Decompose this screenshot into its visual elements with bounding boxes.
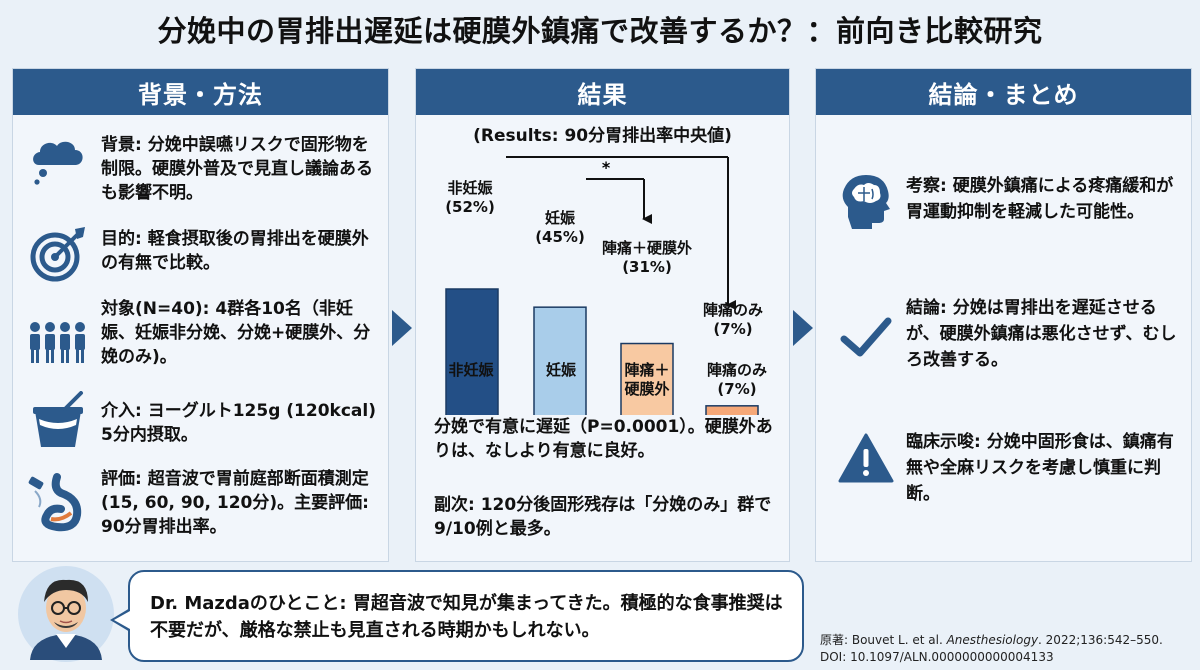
category-label: 非妊娠 [448,361,494,379]
thought-cloud-icon [33,141,83,185]
category-label: 陣痛＋ 硬膜外 [624,361,670,398]
bar-label-value: (7%) [713,320,753,338]
bar-label-value: (52%) [445,198,495,216]
bar-2 [533,306,587,415]
results-bar-chart: * [445,156,759,415]
category-label: 陣痛のみ (7%) [706,361,767,398]
objective-text: 目的: 軽食摂取後の胃排出を硬膜外の有無で比較。 [101,229,369,273]
evaluation-text: 評価: 超音波で胃前庭部断面積測定(15, 60, 90, 120分)。主要評価… [101,469,369,537]
bar-4 [705,405,759,415]
page-title: 分娩中の胃排出遅延は硬膜外鎮痛で改善するか？：前向き比較研究 [157,14,1043,48]
flow-arrow-icon [392,310,412,346]
bar-label-name: 陣痛＋硬膜外 [601,239,692,257]
people-group-icon [30,322,85,363]
doctor-comment-text: Dr. Mazdaのひとこと: 胃超音波で知見が集まってきた。積極的な食事推奨は… [150,593,783,641]
background-methods-header: 背景・方法 [13,69,388,115]
conclusion-header: 結論・まとめ [816,69,1191,115]
citation-prefix: 原著: Bouvet L. et al. [820,633,947,647]
results-header: 結果 [416,69,789,115]
target-icon [30,227,85,282]
citation-reference: 原著: Bouvet L. et al. Anesthesiology. 202… [820,632,1195,649]
bar-label-labor-only: 陣痛のみ (7%) [688,301,778,339]
intervention-text: 介入: ヨーグルト125g (120kcal) 5分内摂取。 [101,401,376,445]
chart-subtitle: (Results: 90分胃排出率中央値) [473,126,732,146]
results-main-text: 分娩で有意に遅延（P=0.0001）。硬膜外ありは、なしより有意に良好。 [434,417,773,461]
yogurt-icon [33,391,83,447]
conclusion-text: 結論: 分娩は胃排出を遅延させるが、硬膜外鎮痛は悪化させず、むしろ改善する。 [906,298,1177,370]
speech-bubble-tail-inner [114,611,130,629]
bar-label-pregnant: 妊娠 (45%) [528,209,592,247]
brain-head-icon [842,175,890,229]
results-panel: 結果 (Results: 90分胃排出率中央値) * 非妊娠 (52%) 妊娠 … [415,68,790,562]
clinical-implication-text: 臨床示唆: 分娩中固形食は、鎮痛有無や全麻リスクを考慮し慎重に判断。 [906,432,1174,504]
citation-suffix: . 2022;136:542–550. [1038,633,1163,647]
bar-3 [620,342,674,415]
background-text: 背景: 分娩中誤嚥リスクで固形物を制限。硬膜外普及で見直し議論あるも影響不明。 [101,135,373,203]
bar-label-value: (31%) [622,258,672,276]
flow-arrow-icon [793,310,813,346]
citation: 原著: Bouvet L. et al. Anesthesiology. 202… [820,632,1195,666]
stomach-ultrasound-icon [28,473,82,532]
doctor-comment-bubble: Dr. Mazdaのひとこと: 胃超音波で知見が集まってきた。積極的な食事推奨は… [128,570,804,662]
doctor-avatar [18,566,114,662]
significance-mark: * [602,158,611,177]
warning-icon [838,433,894,483]
bar-label-name: 陣痛のみ [702,301,763,319]
bar-label-value: (45%) [535,228,585,246]
citation-journal: Anesthesiology [946,633,1039,647]
category-label: 妊娠 [545,361,576,379]
bar-label-labor-epidural: 陣痛＋硬膜外 (31%) [586,239,708,277]
results-secondary-text: 副次: 120分後固形残存は「分娩のみ」群で9/10例と最多。 [434,495,772,539]
checkmark-icon [840,317,892,357]
conclusion-panel: 結論・まとめ 考察: 硬膜外鎮痛による疼痛緩和が胃運動抑制を軽減した可能性。 結… [815,68,1192,562]
bar-label-name: 妊娠 [544,209,575,227]
discussion-text: 考察: 硬膜外鎮痛による疼痛緩和が胃運動抑制を軽減した可能性。 [906,176,1174,222]
bar-1 [445,288,499,415]
citation-doi: DOI: 10.1097/ALN.0000000000004133 [820,650,1054,664]
bar-label-non-pregnant: 非妊娠 (52%) [438,179,502,217]
subjects-text: 対象(N=40): 4群各10名（非妊娠、妊娠非分娩、分娩+硬膜外、分娩のみ)。 [101,299,371,367]
bar-label-name: 非妊娠 [447,179,493,197]
background-methods-panel: 背景・方法 背景: 分娩中誤嚥リスクで固形物を制限。硬膜外普及で見直し議論あるも… [12,68,389,562]
